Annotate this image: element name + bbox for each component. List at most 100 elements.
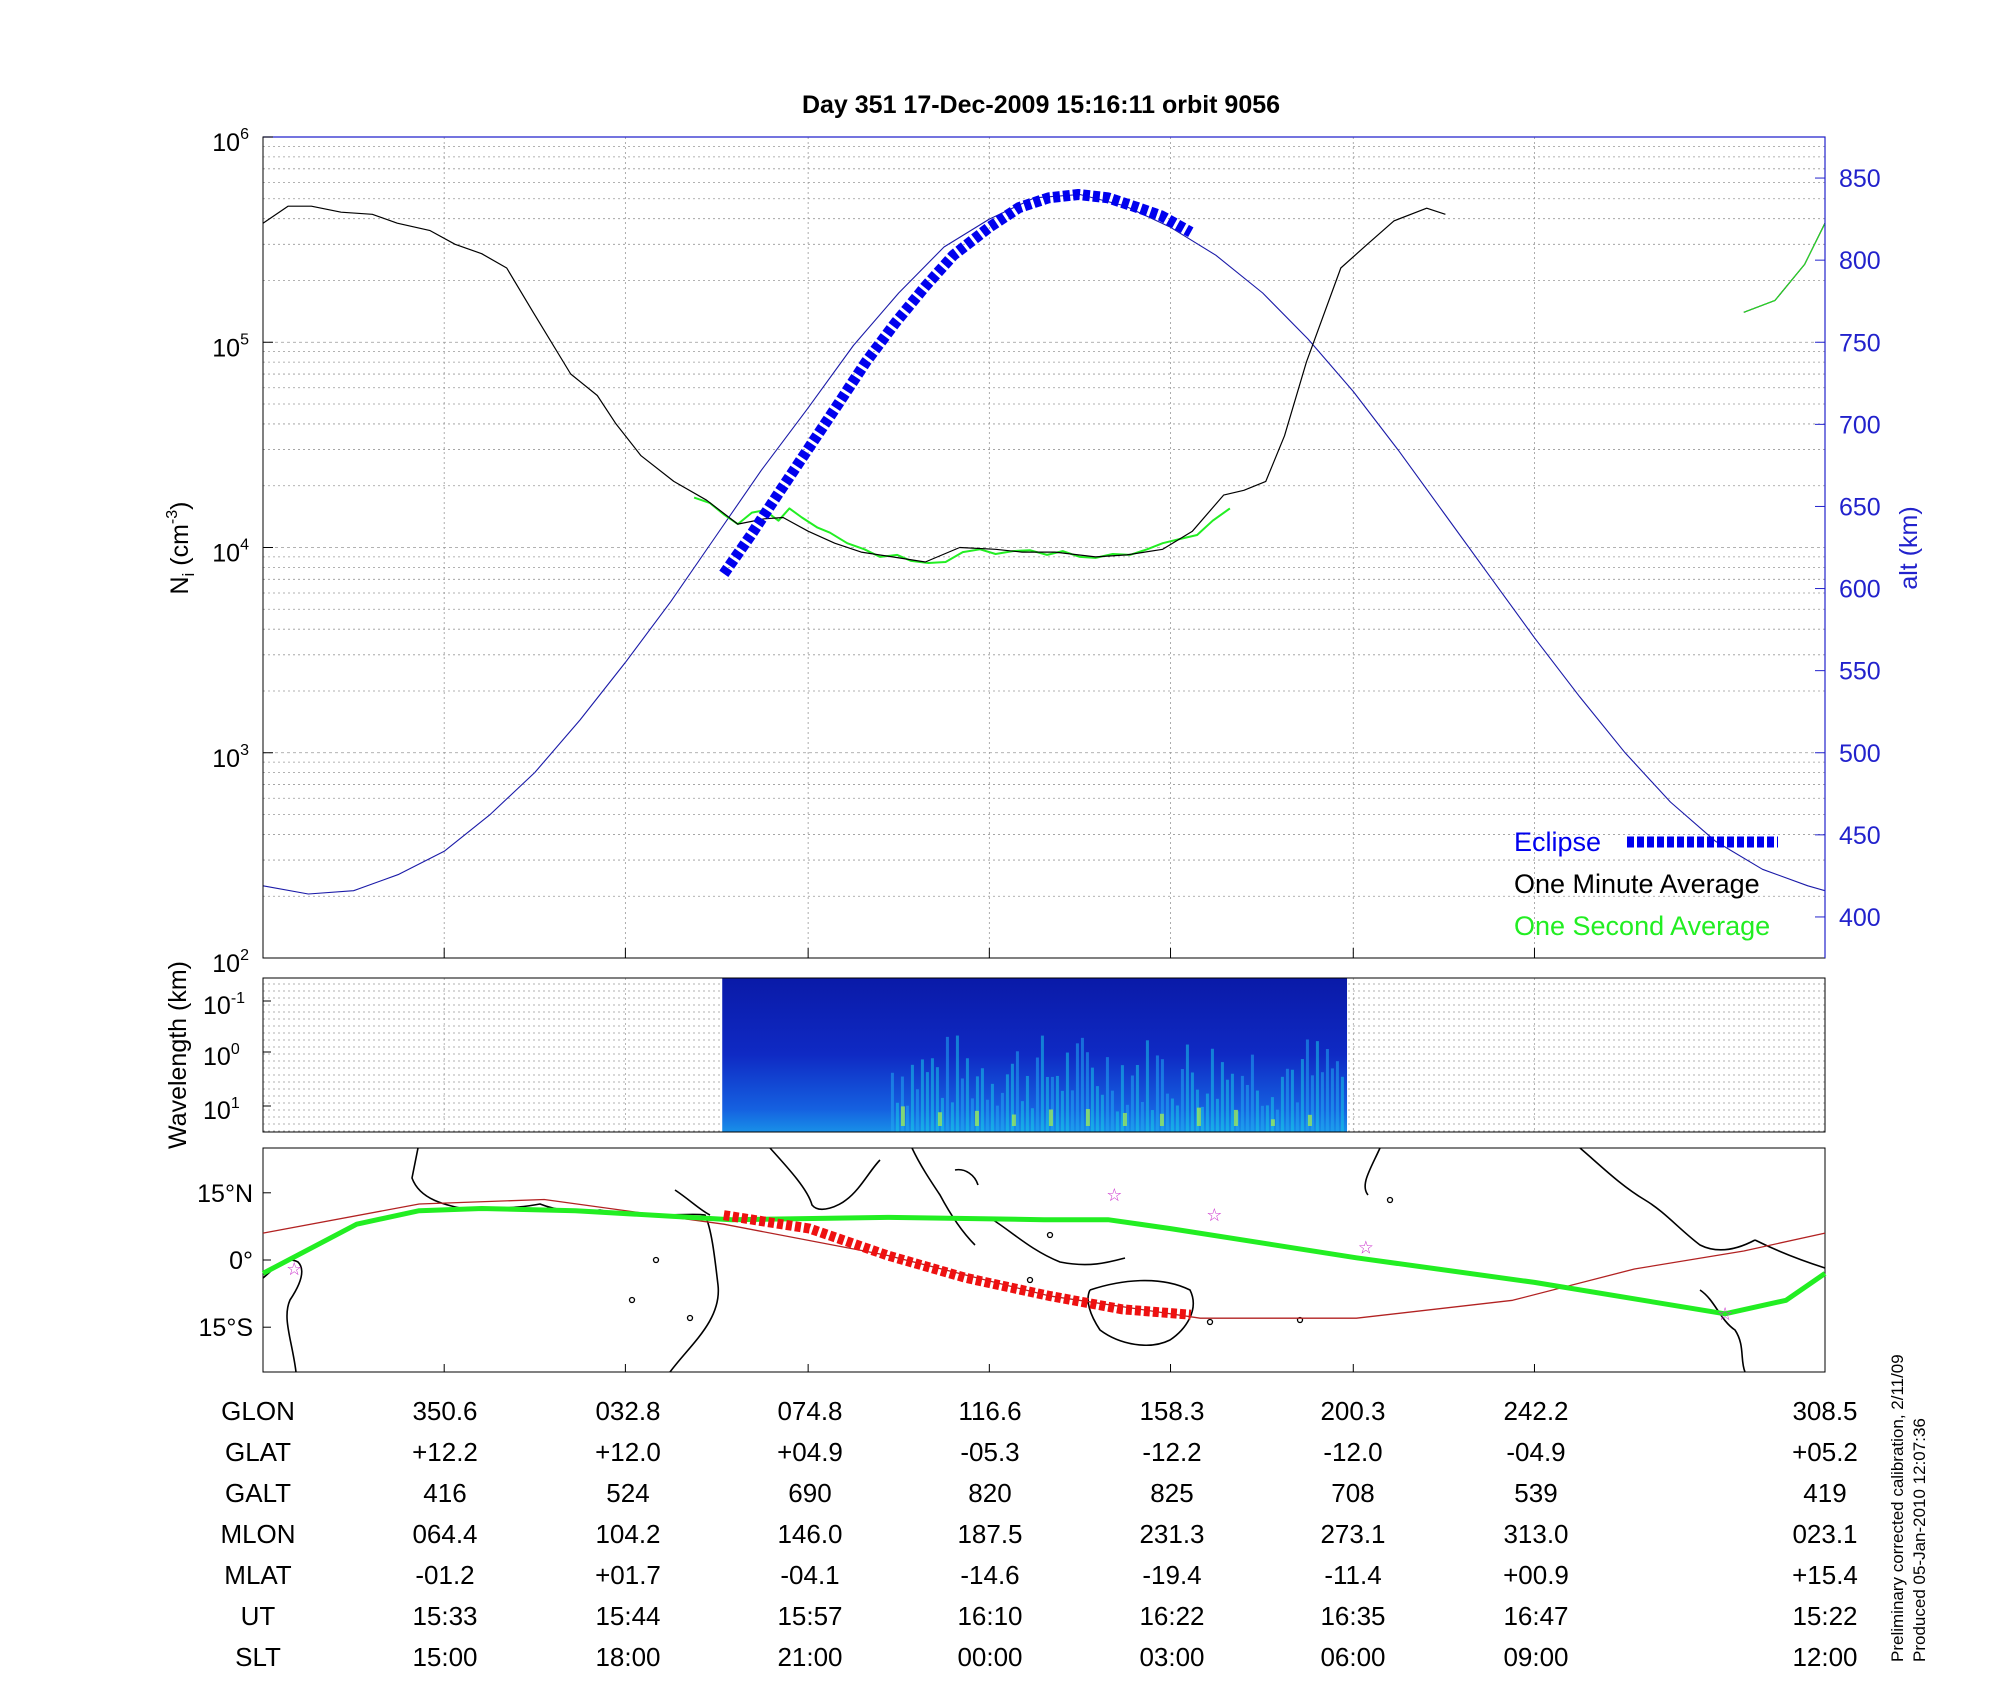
spectrogram-streak	[965, 1058, 969, 1132]
table-cell: -04.1	[780, 1560, 839, 1590]
table-cell: 074.8	[777, 1396, 842, 1426]
eclipse-line	[719, 189, 1194, 577]
y-tick-label-right: 700	[1839, 411, 1881, 439]
y-tick-label-right: 750	[1839, 329, 1881, 357]
spectrogram-streak	[960, 1078, 964, 1132]
spectrogram-streak	[1120, 1065, 1124, 1132]
coastline	[911, 1147, 976, 1246]
spectrogram-streak	[990, 1083, 994, 1132]
spectrogram-streak	[1335, 1061, 1339, 1132]
spectrogram-hotspot	[1011, 1114, 1016, 1126]
calibration-note: Preliminary corrected calibration, 2/11/…	[1888, 1354, 1907, 1662]
spectrogram-hotspot	[1270, 1119, 1275, 1126]
spectrogram-streak	[1175, 1105, 1179, 1132]
eclipse-track-line	[723, 1210, 1192, 1320]
y-tick-label-right: 450	[1839, 822, 1881, 850]
spectrogram-streak	[1270, 1097, 1274, 1132]
table-cell: 03:00	[1139, 1642, 1204, 1672]
spectrogram-streak	[1020, 1101, 1024, 1132]
production-note: Produced 05-Jan-2010 12:07:36	[1910, 1418, 1929, 1662]
spectrogram-streak	[1150, 1110, 1154, 1132]
spectrogram-streak	[1105, 1057, 1109, 1132]
table-cell: +12.2	[412, 1437, 478, 1467]
one-second-average-line-segment-2	[1743, 222, 1826, 313]
table-cell: 032.8	[595, 1396, 660, 1426]
y-axis-label-left: Ni (cm-3)	[164, 501, 198, 594]
y-tick-label-left: 106	[212, 126, 249, 157]
spectrogram-streak	[985, 1099, 989, 1132]
table-cell: -05.3	[960, 1437, 1019, 1467]
spectrogram-streak	[1170, 1098, 1174, 1132]
y-tick-label-left: 104	[212, 537, 249, 568]
wavelength-spectrogram-panel: 10-1 100 101 Wavelength (km)	[164, 961, 1826, 1149]
spectrogram-streak	[1125, 1104, 1129, 1132]
spectrogram-streak	[1240, 1075, 1244, 1132]
spectrogram-streak	[1155, 1055, 1159, 1132]
coastline	[954, 1168, 979, 1186]
spectrogram-streak	[1050, 1076, 1054, 1132]
map-star-marker: ☆	[1717, 1304, 1733, 1324]
spectrogram-streak	[1180, 1069, 1184, 1132]
table-cell: 231.3	[1139, 1519, 1204, 1549]
spectrogram-streak	[1070, 1090, 1074, 1132]
spectrogram-y-tick-label: 101	[203, 1095, 240, 1125]
spectrogram-streak	[1230, 1073, 1234, 1132]
table-cell: -04.9	[1506, 1437, 1565, 1467]
spectrogram-streak	[1165, 1093, 1169, 1132]
island	[1386, 1196, 1394, 1204]
spectrogram-streak	[1315, 1041, 1319, 1132]
island	[1206, 1318, 1214, 1326]
table-cell: 539	[1514, 1478, 1557, 1508]
spectrogram-streak	[1115, 1111, 1119, 1132]
spectrogram-streak	[1325, 1049, 1329, 1132]
table-row-label-glat: GLAT	[225, 1437, 291, 1467]
spectrogram-streak	[915, 1089, 919, 1132]
spectrogram-streak	[1025, 1075, 1029, 1132]
spectrogram-streak	[935, 1067, 939, 1132]
spectrogram-streak	[1275, 1109, 1279, 1132]
spectrogram-streak	[1015, 1051, 1019, 1132]
spectrogram-hotspot	[1159, 1113, 1164, 1126]
legend-label-1: One Minute Average	[1514, 869, 1760, 899]
table-cell: 15:33	[412, 1601, 477, 1631]
spectrogram-hotspot	[1085, 1109, 1090, 1126]
table-cell: 12:00	[1792, 1642, 1857, 1672]
y-tick-label-right: 500	[1839, 740, 1881, 768]
spectrogram-streak	[1330, 1068, 1334, 1132]
table-cell: 146.0	[777, 1519, 842, 1549]
table-cell: 15:44	[595, 1601, 660, 1631]
spectrogram-streak	[890, 1072, 894, 1132]
table-row-label-ut: UT	[241, 1601, 276, 1631]
spectrogram-streak	[1035, 1057, 1039, 1132]
spectrogram-streak	[1130, 1075, 1134, 1132]
spectrogram-streak	[1000, 1092, 1004, 1132]
table-cell: 524	[606, 1478, 649, 1508]
spectrogram-streak	[1205, 1093, 1209, 1132]
table-cell: 023.1	[1792, 1519, 1857, 1549]
spectrogram-streak	[1225, 1079, 1229, 1132]
spectrogram-streak	[1140, 1101, 1144, 1132]
table-cell: -14.6	[960, 1560, 1019, 1590]
spectrogram-streak	[1160, 1059, 1164, 1132]
table-cell: 18:00	[595, 1642, 660, 1672]
table-cell: 16:47	[1503, 1601, 1568, 1631]
table-cell: 350.6	[412, 1396, 477, 1426]
table-cell: +15.4	[1792, 1560, 1858, 1590]
magnetic-equator-line	[261, 1206, 1827, 1317]
table-cell: 200.3	[1320, 1396, 1385, 1426]
table-cell: 00:00	[957, 1642, 1022, 1672]
orbit-parameter-table: GLON 350.6 032.8 074.8 116.6 158.3 200.3 242.2 3…	[220, 1396, 1857, 1672]
map-frame	[262, 1147, 1826, 1373]
y-tick-label-right: 800	[1839, 247, 1881, 275]
spectrogram-hotspot	[1233, 1109, 1238, 1126]
table-cell: 419	[1803, 1478, 1846, 1508]
spectrogram-hotspot	[1048, 1109, 1053, 1126]
coastline	[769, 1147, 881, 1210]
spectrogram-streak	[1290, 1069, 1294, 1132]
table-cell: +12.0	[595, 1437, 661, 1467]
y-tick-label-right: 550	[1839, 658, 1881, 686]
map-y-tick-label: 15°S	[199, 1314, 253, 1342]
spectrogram-streak	[970, 1098, 974, 1132]
table-cell: 308.5	[1792, 1396, 1857, 1426]
spectrogram-streak	[1065, 1052, 1069, 1132]
